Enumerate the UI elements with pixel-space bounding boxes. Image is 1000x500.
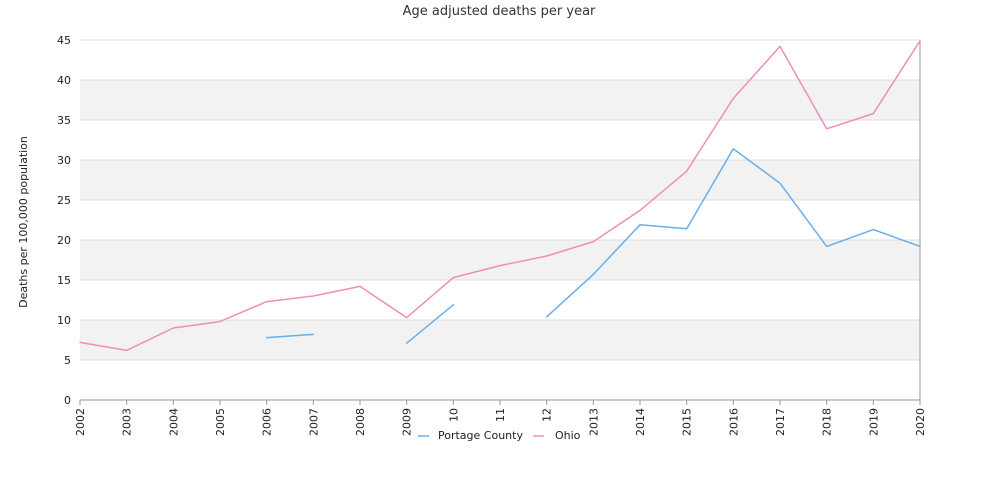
x-tick-label: 2015: [681, 408, 694, 436]
x-tick-label: 12: [541, 408, 554, 422]
grid-bands: [80, 80, 920, 360]
y-tick-label: 45: [57, 34, 71, 47]
x-tick-label: 2005: [214, 408, 227, 436]
x-tick-label: 2014: [634, 408, 647, 436]
y-axis-label: Deaths per 100,000 population: [17, 136, 30, 308]
x-tick-label: 2009: [401, 408, 414, 436]
y-tick-label: 15: [57, 274, 71, 287]
y-tick-label: 25: [57, 194, 71, 207]
chart-title: Age adjusted deaths per year: [403, 4, 596, 19]
y-tick-label: 20: [57, 234, 71, 247]
x-tick-label: 2017: [774, 408, 787, 436]
y-tick-labels: 0 5 10 15 20 25 30 35 40 45: [57, 34, 71, 407]
grid-band: [80, 160, 920, 200]
y-tick-label: 5: [64, 354, 71, 367]
x-tick-label: 2019: [867, 408, 880, 436]
series-lines: [79, 40, 921, 352]
x-tick-label: 2004: [167, 408, 180, 436]
series-line-portage-county: [265, 148, 921, 344]
y-tick-label: 30: [57, 154, 71, 167]
x-tick-label: 2007: [307, 408, 320, 436]
y-tick-label: 0: [64, 394, 71, 407]
x-tick-label: 2016: [727, 408, 740, 436]
x-tick-label: 2006: [261, 408, 274, 436]
gridlines: [80, 39, 920, 361]
series-line-ohio: [79, 40, 921, 352]
grid-band: [80, 80, 920, 120]
legend-label-portage-county: Portage County: [438, 429, 523, 442]
grid-band: [80, 320, 920, 360]
y-tick-label: 40: [57, 74, 71, 87]
grid-band: [80, 240, 920, 280]
axes: [79, 40, 921, 405]
x-tick-label: 2008: [354, 408, 367, 436]
x-tick-label: 2013: [587, 408, 600, 436]
x-tick-label: 2018: [821, 408, 834, 436]
y-tick-label: 10: [57, 314, 71, 327]
x-tick-labels: 2002 2003 2004 2005 2006 2007 2008 2009 10 11 12 20…: [74, 408, 927, 436]
legend: Portage County Ohio: [418, 429, 581, 442]
legend-label-ohio: Ohio: [555, 429, 581, 442]
x-tick-label: 2020: [914, 408, 927, 436]
x-tick-label: 2003: [121, 408, 134, 436]
y-tick-label: 35: [57, 114, 71, 127]
x-tick-label: 2002: [74, 408, 87, 436]
x-tick-label: 10: [447, 408, 460, 422]
x-tick-label: 11: [494, 408, 507, 422]
